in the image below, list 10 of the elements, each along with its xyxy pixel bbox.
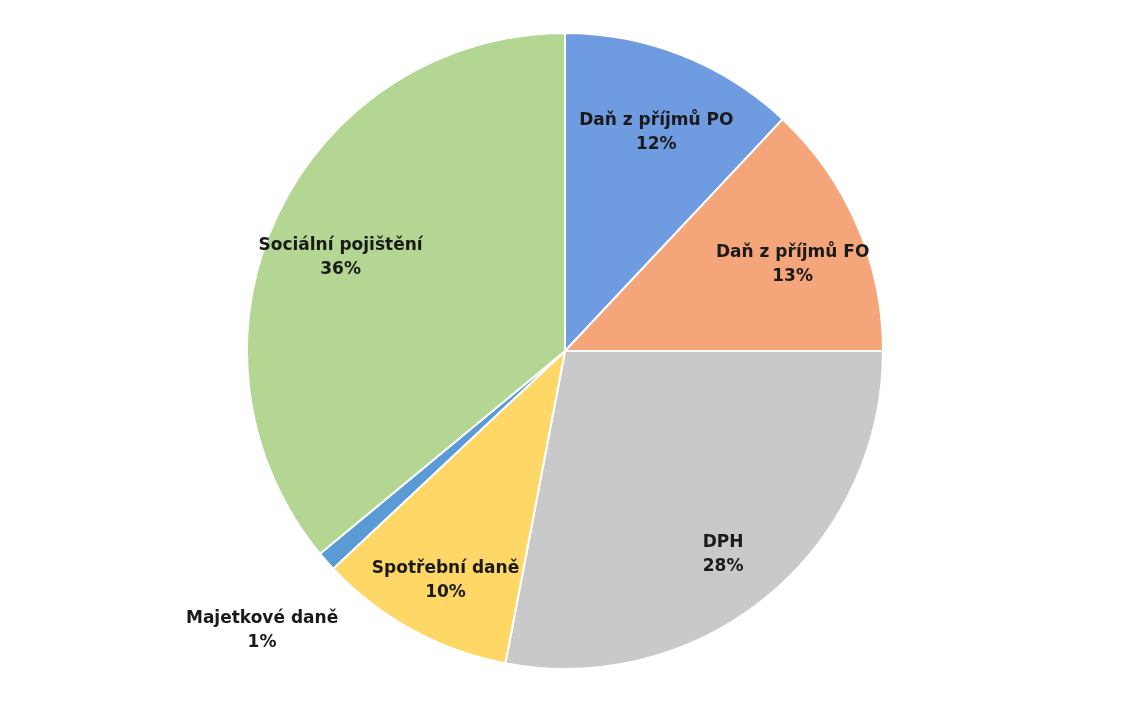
slice-label: Daň z příjmů PO [579,108,734,130]
data-label: 12% [635,133,677,154]
data-label: 13% [772,265,813,286]
data-label: 10% [425,581,466,602]
slice-label: DPH [702,531,744,552]
data-label: 28% [702,555,744,576]
slice-label: Majetkové daně [185,607,339,628]
data-label: 1% [247,631,277,652]
data-label: 36% [320,258,361,279]
slice-label: Spotřební daně [371,557,520,578]
